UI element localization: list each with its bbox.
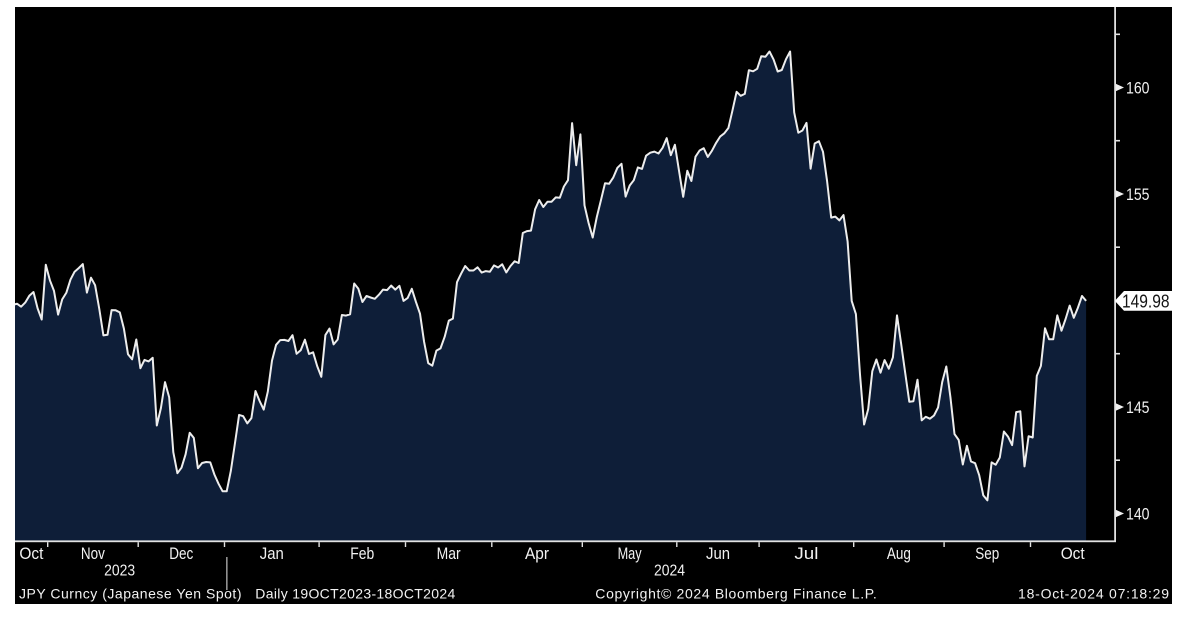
svg-text:Dec: Dec	[169, 545, 193, 563]
svg-text:Mar: Mar	[437, 545, 461, 563]
svg-text:Sep: Sep	[975, 545, 999, 563]
svg-text:149.98: 149.98	[1122, 291, 1170, 311]
svg-text:155: 155	[1126, 186, 1150, 204]
svg-text:Copyright© 2024 Bloomberg Fina: Copyright© 2024 Bloomberg Finance L.P.	[595, 585, 877, 601]
svg-text:Oct: Oct	[19, 545, 43, 563]
svg-text:May: May	[618, 545, 643, 563]
svg-text:18-Oct-2024 07:18:29: 18-Oct-2024 07:18:29	[1018, 585, 1169, 601]
svg-text:Apr: Apr	[525, 545, 549, 563]
svg-text:Jul: Jul	[794, 545, 818, 563]
svg-text:Oct: Oct	[1061, 545, 1085, 563]
svg-text:Jun: Jun	[706, 545, 730, 563]
svg-text:2024: 2024	[654, 563, 685, 580]
svg-text:140: 140	[1126, 506, 1150, 524]
svg-text:145: 145	[1126, 399, 1150, 417]
svg-text:Nov: Nov	[81, 545, 106, 563]
svg-text:2023: 2023	[104, 563, 135, 580]
svg-text:160: 160	[1126, 80, 1150, 98]
svg-text:JPY Curncy (Japanese Yen Spot): JPY Curncy (Japanese Yen Spot)	[19, 585, 242, 601]
svg-text:Jan: Jan	[260, 545, 284, 563]
svg-text:Daily 19OCT2023-18OCT2024: Daily 19OCT2023-18OCT2024	[255, 585, 455, 601]
svg-text:Aug: Aug	[887, 545, 911, 563]
svg-text:Feb: Feb	[350, 545, 374, 563]
